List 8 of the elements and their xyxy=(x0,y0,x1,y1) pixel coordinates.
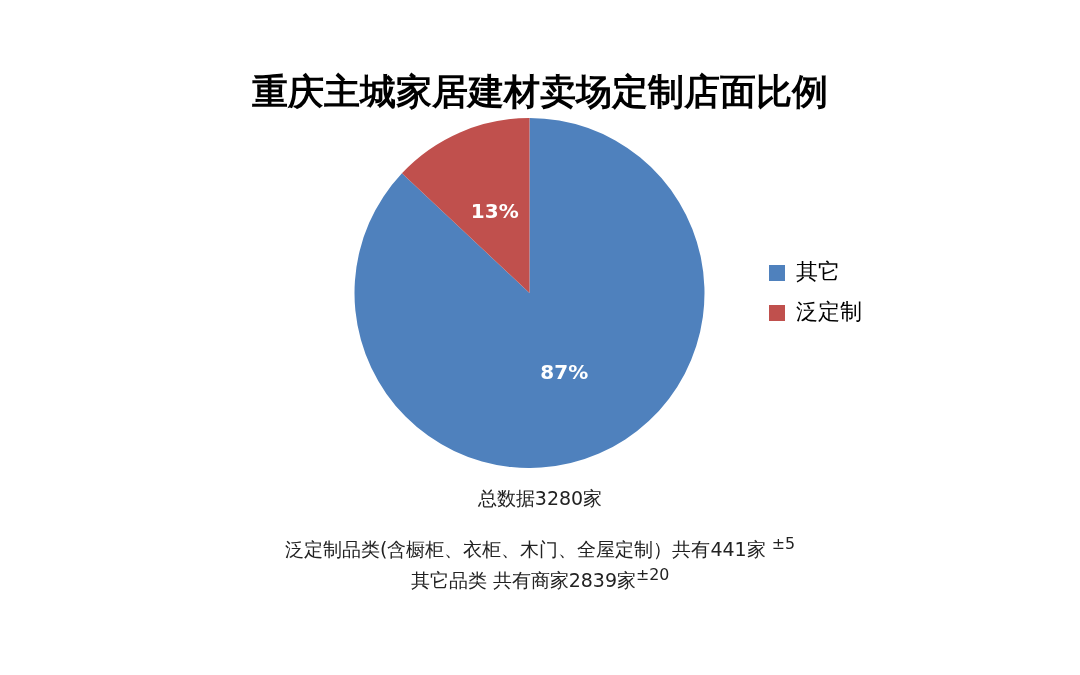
legend-label: 其它 xyxy=(796,258,840,284)
data-label: 13% xyxy=(470,198,519,223)
chart-title: 重庆主城家居建材卖场定制店面比例 xyxy=(251,70,829,114)
text: 其它品类 共有商家2839家$^{±20}$ xyxy=(409,565,671,594)
legend-label: 泛定制 xyxy=(796,298,862,324)
text: 总数据3280家 xyxy=(476,486,604,511)
text: 泛定制品类(含橱柜、衣柜、木门、全屋定制）共有441家 $^{±5}$ xyxy=(283,534,797,563)
data-label: 87% xyxy=(540,359,589,384)
